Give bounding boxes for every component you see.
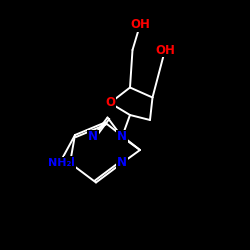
Text: N: N xyxy=(117,130,127,143)
Text: O: O xyxy=(105,96,115,110)
Text: N: N xyxy=(117,156,127,170)
Text: N: N xyxy=(65,156,75,170)
Text: OH: OH xyxy=(155,44,175,57)
Text: N: N xyxy=(88,130,98,143)
Text: NH₂: NH₂ xyxy=(48,158,72,168)
Text: OH: OH xyxy=(130,18,150,32)
